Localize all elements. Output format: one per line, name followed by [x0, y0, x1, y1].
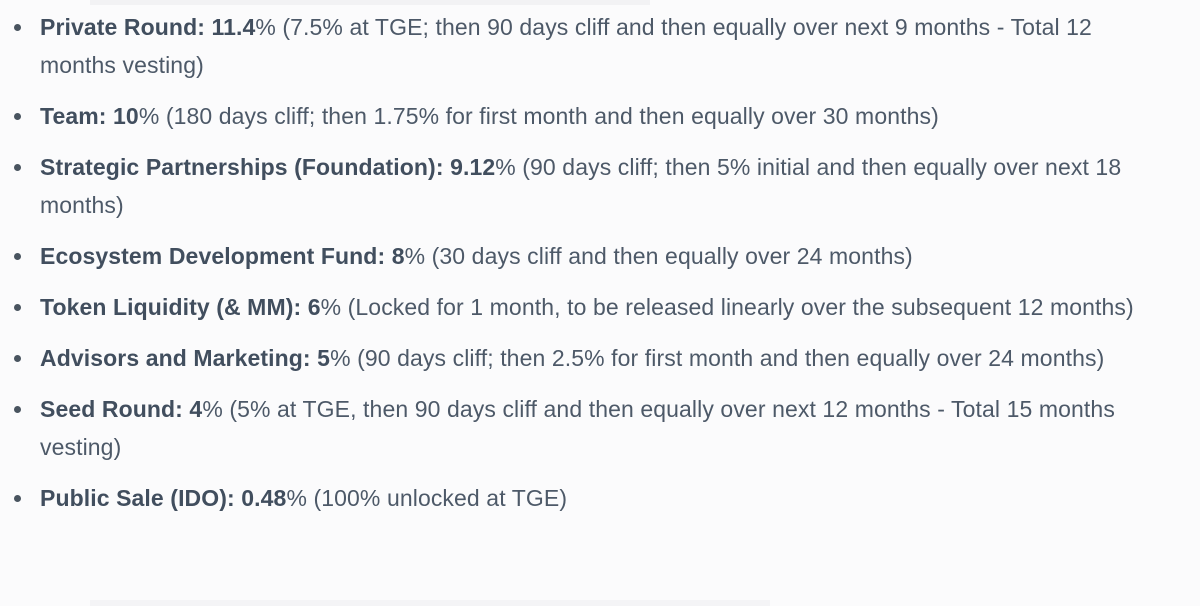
- allocation-list-item: Team: 10% (180 days cliff; then 1.75% fo…: [0, 97, 1162, 135]
- allocation-list-item: Strategic Partnerships (Foundation): 9.1…: [0, 148, 1162, 224]
- allocation-label: Token Liquidity (& MM): 6: [40, 294, 321, 320]
- allocation-list-item: Seed Round: 4% (5% at TGE, then 90 days …: [0, 390, 1162, 466]
- bottom-edge-cutoff-content: [90, 600, 770, 606]
- bullet-icon: [14, 406, 21, 413]
- allocation-detail: % (100% unlocked at TGE): [286, 485, 568, 511]
- allocation-list-item: Ecosystem Development Fund: 8% (30 days …: [0, 237, 1162, 275]
- token-allocation-list: Private Round: 11.4% (7.5% at TGE; then …: [0, 8, 1162, 517]
- allocation-label: Team: 10: [40, 103, 139, 129]
- allocation-detail: % (Locked for 1 month, to be released li…: [320, 294, 1134, 320]
- bullet-icon: [14, 495, 21, 502]
- bullet-icon: [14, 24, 21, 31]
- bullet-icon: [14, 304, 21, 311]
- allocation-detail: % (180 days cliff; then 1.75% for first …: [138, 103, 939, 129]
- allocation-list-item: Public Sale (IDO): 0.48% (100% unlocked …: [0, 479, 1162, 517]
- allocation-label: Strategic Partnerships (Foundation): 9.1…: [40, 154, 496, 180]
- allocation-label: Public Sale (IDO): 0.48: [40, 485, 287, 511]
- allocation-label: Seed Round: 4: [40, 396, 203, 422]
- bullet-icon: [14, 253, 21, 260]
- allocation-list-item: Private Round: 11.4% (7.5% at TGE; then …: [0, 8, 1162, 84]
- allocation-label: Advisors and Marketing: 5: [40, 345, 331, 371]
- allocation-label: Ecosystem Development Fund: 8: [40, 243, 405, 269]
- allocation-list-item: Advisors and Marketing: 5% (90 days clif…: [0, 339, 1162, 377]
- allocation-list-item: Token Liquidity (& MM): 6% (Locked for 1…: [0, 288, 1162, 326]
- allocation-detail: % (7.5% at TGE; then 90 days cliff and t…: [40, 14, 1092, 78]
- allocation-detail: % (90 days cliff; then 2.5% for first mo…: [330, 345, 1105, 371]
- allocation-detail: % (30 days cliff and then equally over 2…: [404, 243, 913, 269]
- bullet-icon: [14, 355, 21, 362]
- bullet-icon: [14, 113, 21, 120]
- allocation-label: Private Round: 11.4: [40, 14, 256, 40]
- allocation-detail: % (5% at TGE, then 90 days cliff and the…: [40, 396, 1115, 460]
- bullet-icon: [14, 164, 21, 171]
- allocation-detail: % (90 days cliff; then 5% initial and th…: [40, 154, 1122, 218]
- top-edge-cutoff-content: [90, 0, 650, 5]
